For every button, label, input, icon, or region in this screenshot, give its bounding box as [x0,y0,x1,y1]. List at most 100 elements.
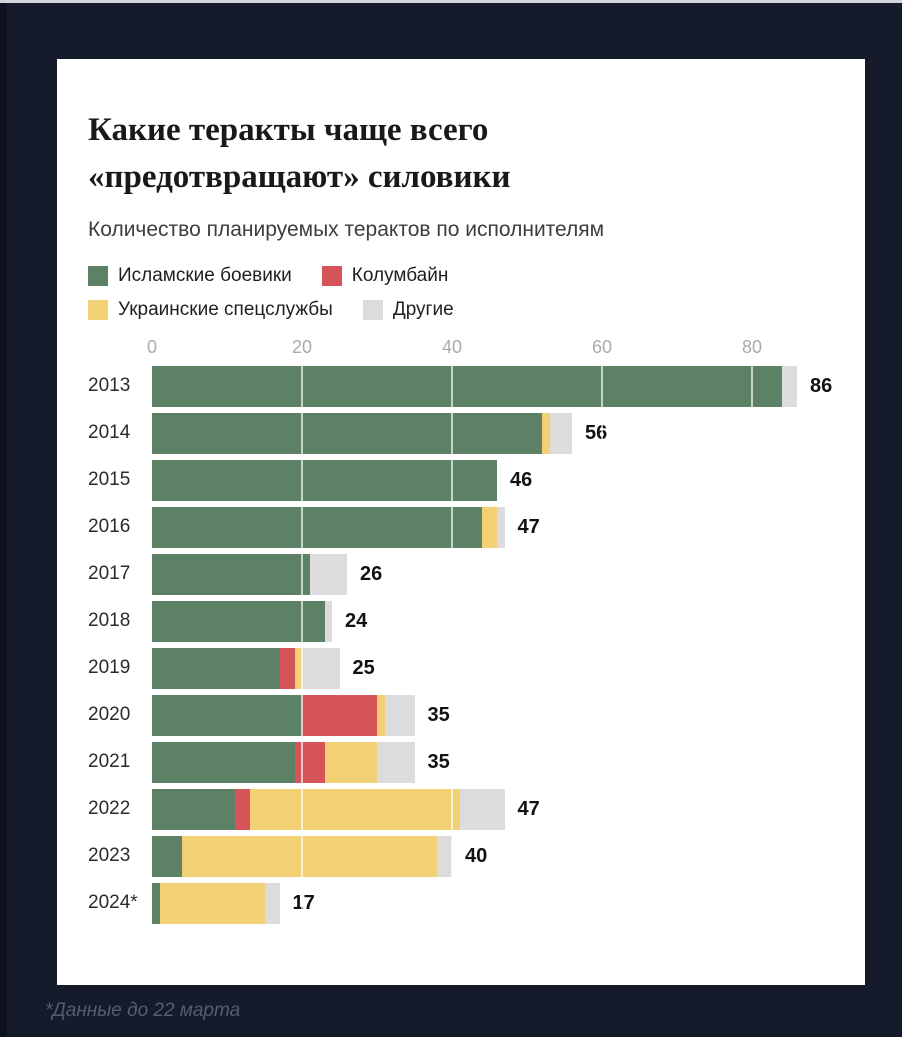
bar-segment [279,647,295,689]
bar-segment [152,553,310,595]
bar-segment [152,835,182,877]
bar-total-label: 86 [810,374,833,397]
bar-track [152,835,452,877]
legend-item: Исламские боевики [88,265,292,287]
bar-row: 2021 35 [88,741,835,783]
bar-segment [152,788,235,830]
bar-total-label: 46 [510,468,533,491]
bar-segment [294,741,325,783]
bar-segment [159,882,265,924]
bar-row: 2016 47 [88,506,835,548]
bar-segment [377,694,385,736]
bar-segment [384,694,415,736]
bar-segment [782,365,797,407]
bar-segment [152,506,482,548]
x-axis-tick: 20 [291,336,313,357]
chart-title: Какие теракты чаще всего «предотвращают»… [88,112,511,195]
legend-row-1: Исламские боевики Колумбайн [88,263,835,289]
bar-total-label: 47 [517,797,540,820]
bar-segment [459,788,505,830]
bar-track [152,694,415,736]
bar-total-label: 35 [427,703,450,726]
bar-row: 2023 40 [88,835,835,877]
bar-total-label: 26 [360,562,383,585]
bar-track [152,741,415,783]
bar-track [152,412,572,454]
year-label: 2019 [88,657,131,679]
bar-segment [549,412,572,454]
x-axis-tick: 80 [741,336,763,357]
bar-segment [152,600,325,642]
year-label: 2020 [88,704,131,726]
bar-segment [152,365,782,407]
chart-legend: Исламские боевики Колумбайн Украинские сп… [88,263,835,323]
bar-segment [482,506,497,548]
bar-segment [152,647,280,689]
bar-row: 2015 46 [88,459,835,501]
legend-item: Украинские спецслужбы [88,299,333,321]
bar-segment [497,506,505,548]
bar-total-label: 25 [352,656,375,679]
legend-row-2: Украинские спецслужбы Другие [88,297,835,323]
legend-item: Другие [362,298,454,321]
x-axis-tick: 60 [591,336,613,357]
bar-segment [309,553,347,595]
bar-segment [437,835,452,877]
bar-total-label: 47 [517,515,540,538]
bar-segment [234,788,250,830]
bar-row: 2013 86 [88,365,835,407]
bar-total-label: 56 [585,421,608,444]
bar-segment [152,412,542,454]
bar-track [152,882,280,924]
bar-row: 2014 56 [88,412,835,454]
bar-segment [302,647,340,689]
bar-segment [542,412,550,454]
year-label: 2024* [88,892,138,914]
bar-track [152,647,340,689]
year-label: 2015 [88,469,131,491]
legend-swatch-icon [88,265,108,286]
bars-area: 2013 86 2014 56 2015 46 2016 47 2017 26 2018 24 2019… [88,365,835,924]
bar-track [152,788,505,830]
bar-segment [152,882,160,924]
bar-row: 2017 26 [88,553,835,595]
legend-label: Исламские боевики [118,264,292,286]
bar-segment [264,882,280,924]
bar-segment [377,741,415,783]
window-left-strip [0,3,7,1037]
bar-row: 2018 24 [88,600,835,642]
legend-swatch-icon [88,299,108,320]
year-label: 2016 [88,516,131,538]
bar-total-label: 17 [292,891,315,914]
legend-label: Колумбайн [351,264,449,286]
window-top-strip [0,0,902,3]
chart-subtitle: Количество планируемых терактов по испол… [88,217,605,241]
bar-track [152,600,332,642]
bar-track [152,553,347,595]
bar-row: 2022 47 [88,788,835,830]
bar-segment [294,647,302,689]
year-label: 2022 [88,798,131,820]
legend-swatch-icon [362,299,383,320]
bar-chart: 0 20 40 60 80 2013 86 2014 56 2015 46 2016 47 2017 26… [88,337,835,924]
bar-total-label: 40 [465,844,488,867]
legend-label: Украинские спецслужбы [118,298,333,320]
bar-total-label: 24 [345,609,368,632]
legend-label: Другие [392,298,454,320]
year-label: 2013 [88,375,131,397]
bar-track [152,459,497,501]
bar-segment [249,788,460,830]
bar-segment [152,741,295,783]
footnote: *Данные до 22 марта [45,1000,241,1021]
year-label: 2018 [88,610,131,632]
bar-row: 2020 35 [88,694,835,736]
bar-track [152,365,797,407]
bar-track [152,506,505,548]
x-axis-tick: 40 [441,336,463,357]
bar-segment [302,694,377,736]
x-axis: 0 20 40 60 80 [147,336,835,361]
bar-row: 2019 25 [88,647,835,689]
bar-row: 2024* 17 [88,882,835,924]
bar-segment [324,741,377,783]
year-label: 2021 [88,751,131,773]
